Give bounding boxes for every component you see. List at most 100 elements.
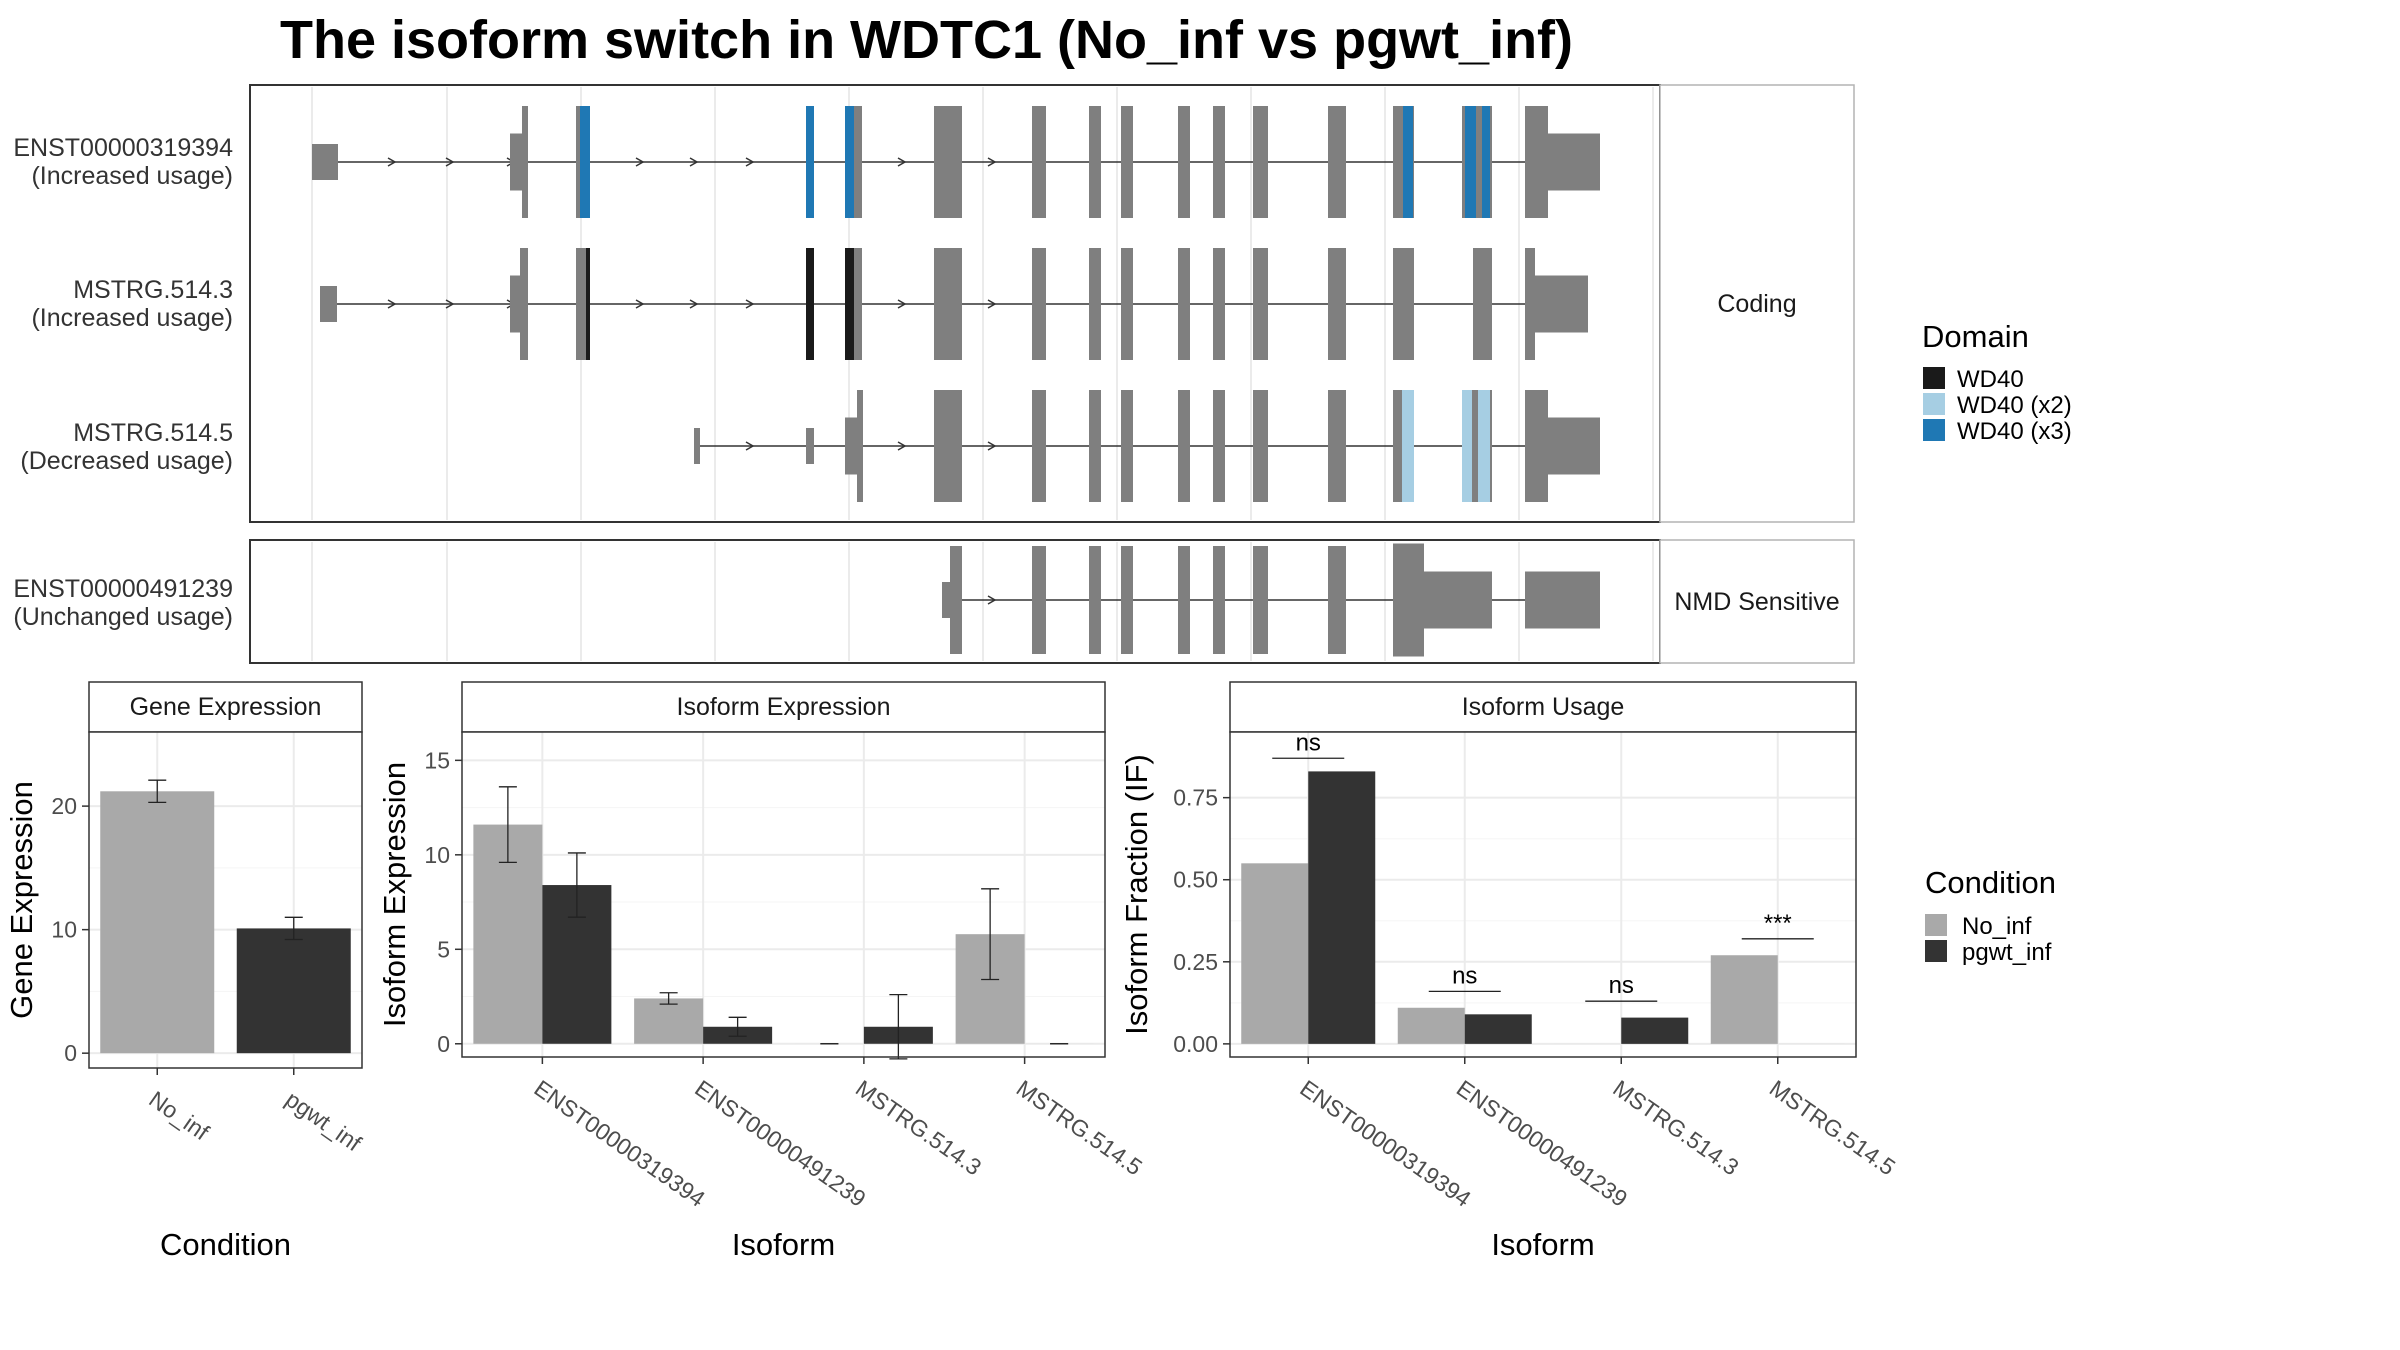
strand-arrow xyxy=(987,299,997,309)
strand-arrow xyxy=(745,157,755,167)
transcript-tracks-nmd xyxy=(942,543,1600,657)
structure-panel-nmd: NMD Sensitive xyxy=(249,539,1855,664)
legend-label: WD40 (x3) xyxy=(1957,418,2072,445)
legend-swatch-pgwt-inf xyxy=(1925,940,1947,962)
strand-arrow xyxy=(445,299,455,309)
strand-arrow xyxy=(635,157,645,167)
exon xyxy=(1032,106,1046,218)
exon xyxy=(510,133,522,191)
y-tick-label: 20 xyxy=(51,793,77,819)
y-axis-title: Isoform Expression xyxy=(377,762,412,1027)
exon xyxy=(520,248,528,360)
y-tick-label: 0.00 xyxy=(1173,1031,1218,1057)
strand-arrow xyxy=(745,441,755,451)
strand-arrow xyxy=(987,157,997,167)
strand-arrow xyxy=(987,441,997,451)
y-tick-label: 0.25 xyxy=(1173,949,1218,975)
x-tick-label: MSTRG.514.5 xyxy=(1765,1075,1900,1181)
significance-label: ns xyxy=(1609,972,1634,999)
legend-label: No_inf xyxy=(1962,913,2032,940)
bar xyxy=(1710,955,1778,1044)
strand-arrow xyxy=(387,157,397,167)
domain-wd40 xyxy=(586,248,590,360)
y-tick-label: 0 xyxy=(437,1031,450,1057)
legend-swatch-wd40 xyxy=(1923,367,1945,389)
exon xyxy=(1525,571,1600,629)
panel-title: Isoform Usage xyxy=(1462,693,1625,721)
bar xyxy=(100,791,215,1054)
exon xyxy=(1253,390,1268,502)
legend-label: WD40 (x2) xyxy=(1957,392,2072,419)
x-tick-label: ENST00000319394 xyxy=(1295,1075,1476,1212)
strand-arrow xyxy=(689,299,699,309)
isoform-label-id: ENST00000491239 xyxy=(13,575,233,603)
bar xyxy=(1464,1014,1532,1044)
exon xyxy=(1525,390,1548,502)
exon xyxy=(1328,546,1346,654)
y-tick-label: 0.75 xyxy=(1173,785,1218,811)
exon xyxy=(1525,106,1548,218)
y-tick-label: 0.50 xyxy=(1173,867,1218,893)
exon xyxy=(1178,248,1190,360)
y-tick-label: 0 xyxy=(64,1040,77,1066)
isoform-label-usage: (Unchanged usage) xyxy=(13,603,233,631)
exon xyxy=(522,106,528,218)
panel-border xyxy=(461,731,1106,1058)
bar xyxy=(634,998,704,1044)
strand-arrow xyxy=(445,157,455,167)
exon xyxy=(1328,390,1346,502)
exon xyxy=(1032,546,1046,654)
figure-title: The isoform switch in WDTC1 (No_inf vs p… xyxy=(280,10,1573,70)
domain-wd40-x3 xyxy=(1482,106,1490,218)
isoform-usage-chart: Isoform Usage ns ENST00000319394 ns ENST0000… xyxy=(1119,681,1900,1262)
panel-border xyxy=(1229,731,1857,1058)
x-tick-label: MSTRG.514.5 xyxy=(1012,1075,1147,1181)
exon xyxy=(1213,106,1225,218)
strip-nmd xyxy=(1659,539,1855,664)
legend-swatch-no-inf xyxy=(1925,914,1947,936)
domain-wd40-x3 xyxy=(1403,106,1413,218)
exon xyxy=(510,275,520,333)
domain-wd40-x2 xyxy=(1478,390,1490,502)
significance-label: ns xyxy=(1452,962,1477,989)
domain-wd40 xyxy=(806,248,814,360)
strip-header xyxy=(88,681,363,733)
exon xyxy=(1473,248,1492,360)
domain-wd40-x2 xyxy=(1462,390,1472,502)
legend-swatch-wd40-x3 xyxy=(1923,419,1945,441)
isoform-label-usage: (Increased usage) xyxy=(31,304,233,332)
exon xyxy=(1213,248,1225,360)
domain-legend-title: Domain xyxy=(1922,319,2029,354)
x-tick-label: MSTRG.514.3 xyxy=(1608,1075,1743,1181)
legend-label: WD40 xyxy=(1957,366,2024,393)
y-tick-label: 10 xyxy=(51,917,77,943)
exon xyxy=(1253,248,1268,360)
x-tick-label: No_inf xyxy=(144,1086,214,1146)
exon xyxy=(934,248,962,360)
x-tick-label: MSTRG.514.3 xyxy=(851,1075,986,1181)
structure-panel-coding: Coding xyxy=(249,84,1855,523)
y-tick-label: 10 xyxy=(424,842,450,868)
isoform-label-usage: (Decreased usage) xyxy=(20,447,233,475)
exon xyxy=(1089,390,1101,502)
exon xyxy=(845,417,860,475)
domain-wd40-x3 xyxy=(580,106,590,218)
y-axis-title: Isoform Fraction (IF) xyxy=(1119,754,1154,1035)
domain-wd40 xyxy=(845,248,854,360)
exon xyxy=(1328,248,1346,360)
strand-arrow xyxy=(897,441,907,451)
domain-wd40-x3 xyxy=(1465,106,1476,218)
isoform-label-id: MSTRG.514.5 xyxy=(73,419,233,447)
exon xyxy=(1213,546,1225,654)
exon xyxy=(1089,546,1101,654)
exon xyxy=(934,106,962,218)
strand-arrow xyxy=(745,299,755,309)
transcript-tracks-coding xyxy=(312,106,1600,502)
bar xyxy=(1241,863,1309,1044)
y-tick-label: 15 xyxy=(424,747,450,773)
exon xyxy=(1213,390,1225,502)
exon xyxy=(1121,390,1133,502)
isoform-expression-chart: Isoform Expression ENST00000319394ENST000… xyxy=(377,681,1147,1262)
exon xyxy=(857,390,863,502)
isoform-label-id: ENST00000319394 xyxy=(13,134,233,162)
